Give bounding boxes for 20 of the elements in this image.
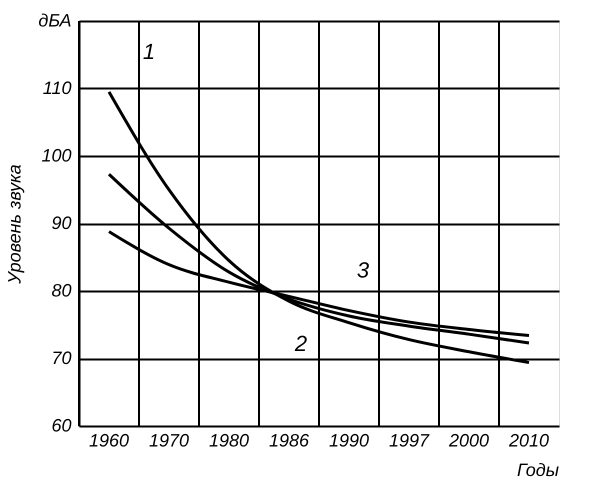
x-tick-label: 1960 (88, 430, 130, 450)
y-tick-label: 80 (51, 280, 72, 300)
x-tick-label: 1986 (268, 430, 310, 450)
y-tick-label: 90 (51, 213, 72, 233)
x-axis-title: Годы (517, 460, 559, 480)
series-label: 1 (142, 38, 156, 64)
series-label: 2 (294, 331, 308, 356)
y-tick-label: 100 (41, 146, 72, 166)
y-tick-label: 60 (51, 416, 72, 436)
x-tick-label: 2010 (508, 430, 550, 450)
y-tick-label: дБА (38, 10, 72, 30)
y-tick-label: 110 (42, 78, 72, 98)
x-tick-label: 2000 (448, 430, 490, 450)
series-label: 3 (356, 258, 370, 283)
x-tick-label: 1990 (328, 430, 370, 450)
x-tick-label: 1980 (208, 430, 250, 450)
x-tick-label: 1970 (148, 430, 190, 450)
y-axis-title: Уровень звука (4, 164, 24, 285)
x-tick-label: 1997 (388, 430, 430, 450)
y-tick-label: 70 (51, 348, 72, 368)
